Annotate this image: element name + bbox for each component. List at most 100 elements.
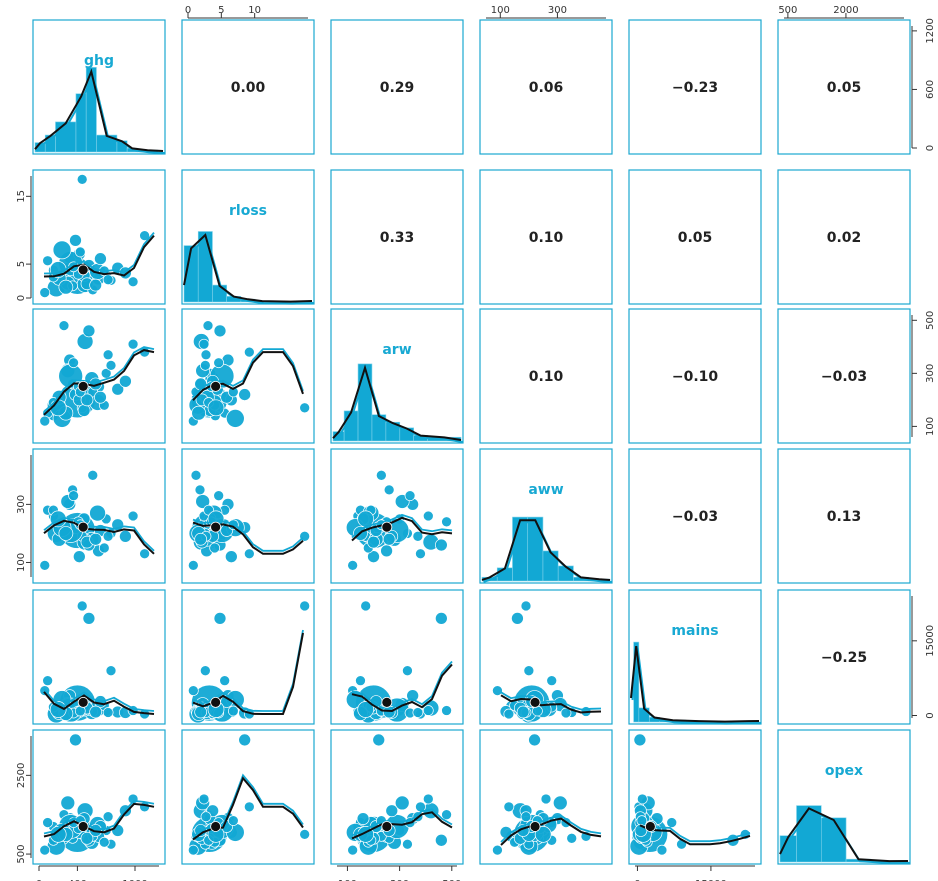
scatter-point: [76, 174, 88, 185]
scatter-point: [98, 836, 110, 848]
scatter-point: [60, 795, 76, 811]
left-axis-aww: 100 300: [16, 455, 32, 577]
tick-label: 15000: [925, 625, 936, 657]
correlation-value: 0.02: [827, 230, 862, 246]
smooth-line-blue: [43, 232, 155, 275]
centroid-marker: [210, 521, 222, 533]
scatter-point: [194, 705, 208, 719]
tick-label: 500: [442, 879, 461, 881]
scatter-point: [213, 612, 227, 625]
smooth-line: [43, 519, 155, 555]
scatter-point: [82, 324, 96, 338]
scatter-point: [633, 733, 647, 747]
scatter-point: [520, 600, 532, 612]
scatter-point: [404, 490, 416, 502]
scatter-point: [213, 324, 227, 338]
panel-opex-rloss: [181, 729, 315, 865]
panel-rloss-arw: 0.33: [330, 169, 464, 305]
scatter-point: [219, 675, 231, 687]
smooth-line-blue: [639, 821, 751, 843]
density-curve: [332, 364, 462, 441]
scatter-point: [566, 832, 578, 844]
scatter-point: [213, 357, 225, 369]
variable-label-arw: arw: [382, 342, 411, 358]
panel-ghg-opex: 0.05: [777, 19, 911, 155]
scatter-point: [528, 733, 541, 747]
scatter-point: [139, 230, 150, 241]
scatter-point: [243, 346, 255, 358]
panel-frame: [479, 19, 613, 155]
scatter-point: [94, 390, 107, 404]
panel-arw-arw: arw: [330, 308, 464, 444]
centroid-marker: [77, 264, 89, 276]
scatter-point: [119, 529, 132, 543]
scatter-point: [441, 516, 452, 528]
scatter-point: [367, 550, 380, 564]
variable-label-ghg: ghg: [84, 53, 114, 69]
panel-arw-mains: −0.10: [628, 308, 762, 444]
correlation-value: 0.00: [231, 80, 266, 96]
panel-ghg-aww: 0.06: [479, 19, 613, 155]
scatter-point: [441, 809, 452, 821]
scatter-point: [394, 795, 410, 811]
scatter-point: [77, 404, 91, 417]
centroid-marker: [210, 696, 222, 708]
bottom-axis-mains: 0 15000: [634, 865, 755, 881]
density-curve: [630, 645, 760, 723]
scatter-point: [243, 801, 255, 813]
smooth-line-blue: [500, 691, 602, 711]
scatter-point: [666, 817, 678, 828]
panel-mains-aww: [479, 589, 613, 725]
scatter-point: [198, 793, 210, 805]
scatter-point: [119, 374, 132, 388]
scatter-point: [207, 399, 225, 417]
scatter-point: [194, 532, 208, 546]
scatter-point: [102, 274, 114, 286]
scatter-point: [111, 382, 125, 396]
scatter-point: [238, 388, 252, 401]
panel-rloss-ghg: [32, 169, 166, 305]
tick-label: 10: [248, 5, 261, 16]
smooth-line-blue: [43, 688, 155, 712]
scatter-point: [356, 812, 370, 825]
scatter-point: [42, 817, 53, 828]
panel-arw-ghg: [32, 308, 166, 444]
correlation-value: −0.03: [672, 509, 718, 525]
histogram-bar: [542, 550, 559, 582]
histogram-bar: [212, 284, 227, 303]
scatter-point: [80, 831, 94, 845]
scatter-point: [422, 705, 434, 716]
tick-label: 100: [925, 417, 936, 436]
scatter-point: [42, 255, 53, 267]
panel-frame: [628, 19, 762, 155]
scatter-point: [58, 320, 70, 331]
scatter-point: [516, 705, 530, 719]
smooth-line: [351, 811, 453, 840]
panel-frame: [777, 308, 911, 444]
scatter-point: [402, 665, 413, 677]
scatter-point: [434, 538, 448, 552]
panel-mains-ghg: [32, 589, 166, 725]
panel-mains-arw: [330, 589, 464, 725]
scatter-point: [383, 484, 395, 496]
panel-opex-arw: [330, 729, 464, 865]
scatter-point: [102, 349, 114, 361]
scatter-point: [357, 701, 375, 718]
scatter-point: [194, 484, 206, 496]
panel-aww-arw: [330, 448, 464, 584]
tick-label: 0: [634, 879, 640, 881]
right-axis-mains: 0 15000: [911, 596, 936, 719]
smooth-line: [43, 691, 155, 715]
panel-ghg-rloss: 0.00: [181, 19, 315, 155]
panel-ghg-mains: −0.23: [628, 19, 762, 155]
panel-ghg-ghg: ghg: [32, 19, 166, 155]
density-curve-blue: [184, 235, 314, 305]
tick-label: 400: [68, 879, 87, 881]
variable-label-mains: mains: [671, 623, 718, 639]
scatter-point: [68, 490, 79, 502]
bottom-axis-arw: 100 300 500: [337, 865, 461, 881]
smooth-line: [43, 234, 155, 278]
tick-label: 300: [16, 495, 27, 514]
scatter-point: [39, 415, 51, 427]
